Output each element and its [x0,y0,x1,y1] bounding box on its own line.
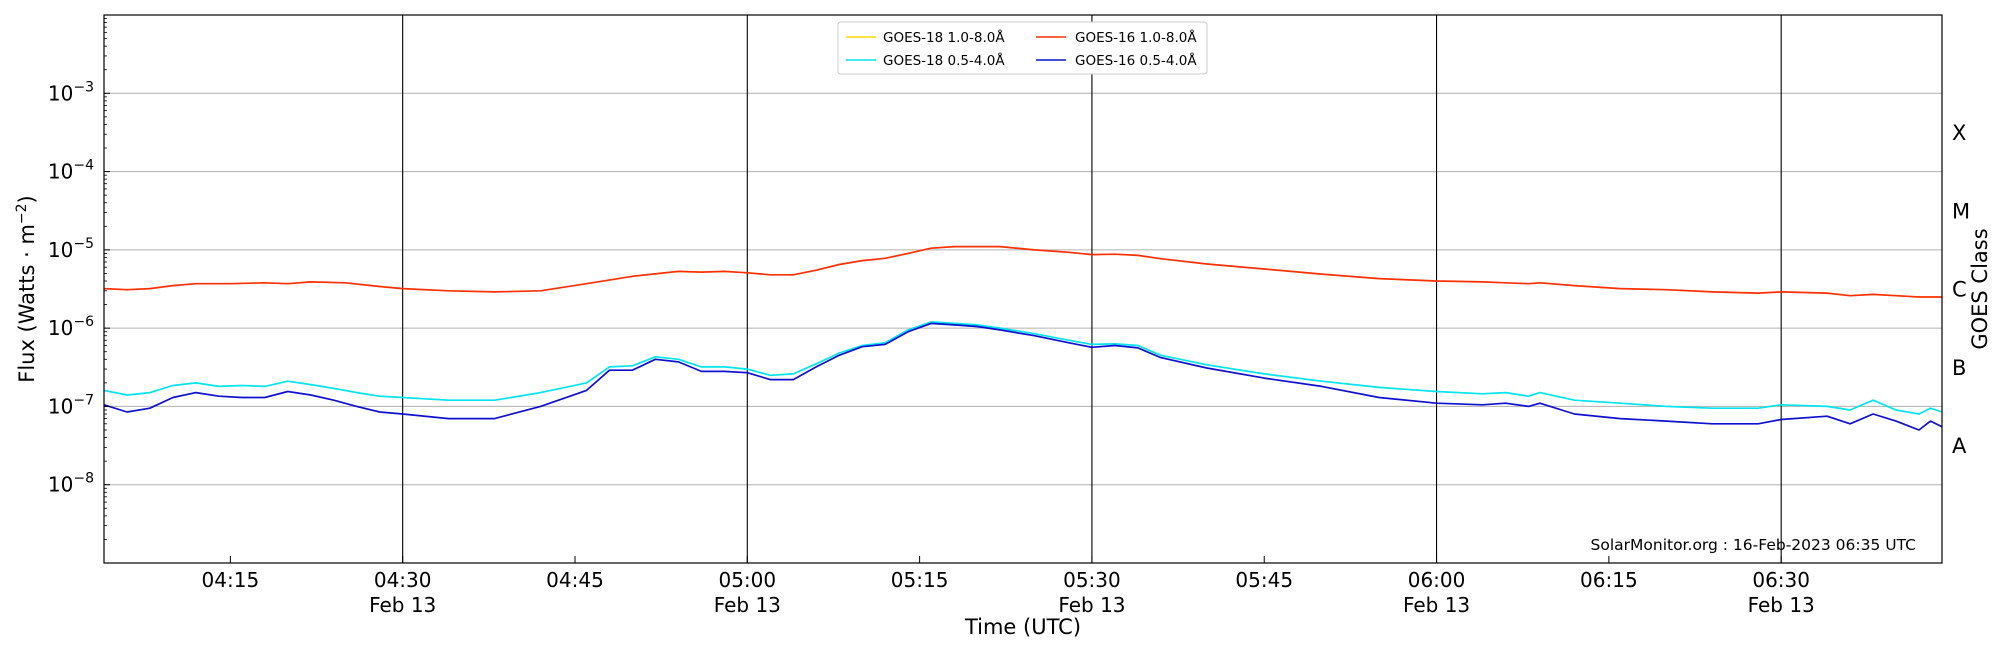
goes-class-label: B [1952,356,1966,380]
y-axis-label: Flux (Watts · m−2) [14,195,39,383]
goes-class-label: C [1952,278,1967,302]
x-tick-time-label: 04:15 [202,568,260,592]
watermark: SolarMonitor.org : 16-Feb-2023 06:35 UTC [1591,536,1916,554]
x-tick-date-label: Feb 13 [1403,593,1470,617]
legend-label-goes18-short: GOES-18 0.5-4.0Å [883,52,1005,69]
legend-box [837,21,1208,75]
horizontal-gridlines [104,92,1942,486]
x-tick-time-label: 04:45 [546,568,604,592]
goes-class-axis-label: GOES Class [1968,228,1992,349]
series-line-1 [103,321,1943,415]
x-tick-time-label: 05:45 [1235,568,1293,592]
x-tick-time-label: 05:00 [718,568,776,592]
y-tick-base: 10 [48,316,73,340]
x-tick-date-label: Feb 13 [1058,593,1125,617]
y-tick-label: 10−8 [48,471,94,497]
y-tick-label: 10−5 [48,236,94,262]
y-axis-label-main: Flux (Watts · m [15,224,39,383]
y-tick-base: 10 [48,81,73,105]
goes-class-labels: X M C B A [1952,121,1970,458]
y-tick-exponent: −7 [73,392,94,408]
y-tick-label: 10−4 [48,158,94,184]
x-tick-time-label: 06:00 [1408,568,1466,592]
y-tick-base: 10 [48,394,73,418]
x-tick-date-label: Feb 13 [714,593,781,617]
y-axis-tick-labels: 10−310−410−510−610−710−8 [48,79,94,496]
y-tick-exponent: −3 [73,79,94,95]
legend-label-goes18-long: GOES-18 1.0-8.0Å [883,29,1005,46]
x-axis-label: Time (UTC) [964,615,1081,639]
y-tick-base: 10 [48,238,73,262]
plot-area [103,14,1943,564]
x-tick-time-label: 06:15 [1580,568,1638,592]
x-tick-time-label: 05:15 [891,568,949,592]
x-tick-time-label: 04:30 [374,568,432,592]
goes-class-label: X [1952,121,1966,145]
legend: GOES-18 1.0-8.0Å GOES-18 0.5-4.0Å GOES-1… [837,21,1208,75]
x-tick-time-label: 06:30 [1752,568,1810,592]
y-tick-label: 10−6 [48,314,94,340]
goes-class-label: M [1952,199,1970,223]
y-tick-exponent: −4 [73,158,94,174]
series-line-2 [103,245,1942,298]
vertical-time-lines [402,15,1782,563]
x-tick-date-label: Feb 13 [1748,593,1815,617]
y-tick-base: 10 [48,473,73,497]
y-tick-exponent: −6 [73,314,94,330]
series-layer [103,245,1943,431]
legend-label-goes16-short: GOES-16 0.5-4.0Å [1075,52,1197,69]
plot-frame [103,14,1943,564]
y-tick-label: 10−7 [48,392,94,418]
y-tick-base: 10 [48,160,73,184]
series-line-3 [103,322,1943,431]
goes-class-label: A [1952,434,1967,458]
axis-ticks [104,18,1782,563]
y-axis-label-exponent: −2 [14,203,30,224]
x-tick-time-label: 05:30 [1063,568,1121,592]
y-tick-exponent: −5 [73,236,94,252]
legend-label-goes16-long: GOES-16 1.0-8.0Å [1075,29,1197,46]
y-tick-label: 10−3 [48,79,94,105]
x-tick-date-label: Feb 13 [369,593,436,617]
y-axis-label-suffix: ) [15,195,39,203]
y-tick-exponent: −8 [73,471,94,487]
